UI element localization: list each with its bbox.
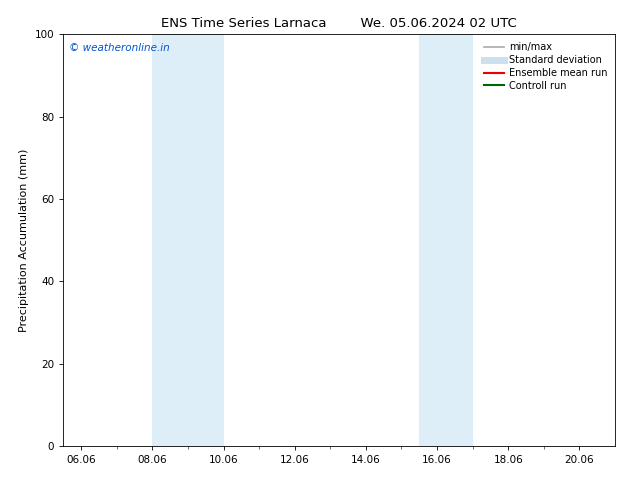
Text: © weatheronline.in: © weatheronline.in: [69, 43, 170, 52]
Legend: min/max, Standard deviation, Ensemble mean run, Controll run: min/max, Standard deviation, Ensemble me…: [481, 39, 610, 94]
Y-axis label: Precipitation Accumulation (mm): Precipitation Accumulation (mm): [19, 148, 29, 332]
Bar: [152, 34, 224, 446]
Bar: [419, 34, 472, 446]
Title: ENS Time Series Larnaca        We. 05.06.2024 02 UTC: ENS Time Series Larnaca We. 05.06.2024 0…: [161, 17, 517, 30]
